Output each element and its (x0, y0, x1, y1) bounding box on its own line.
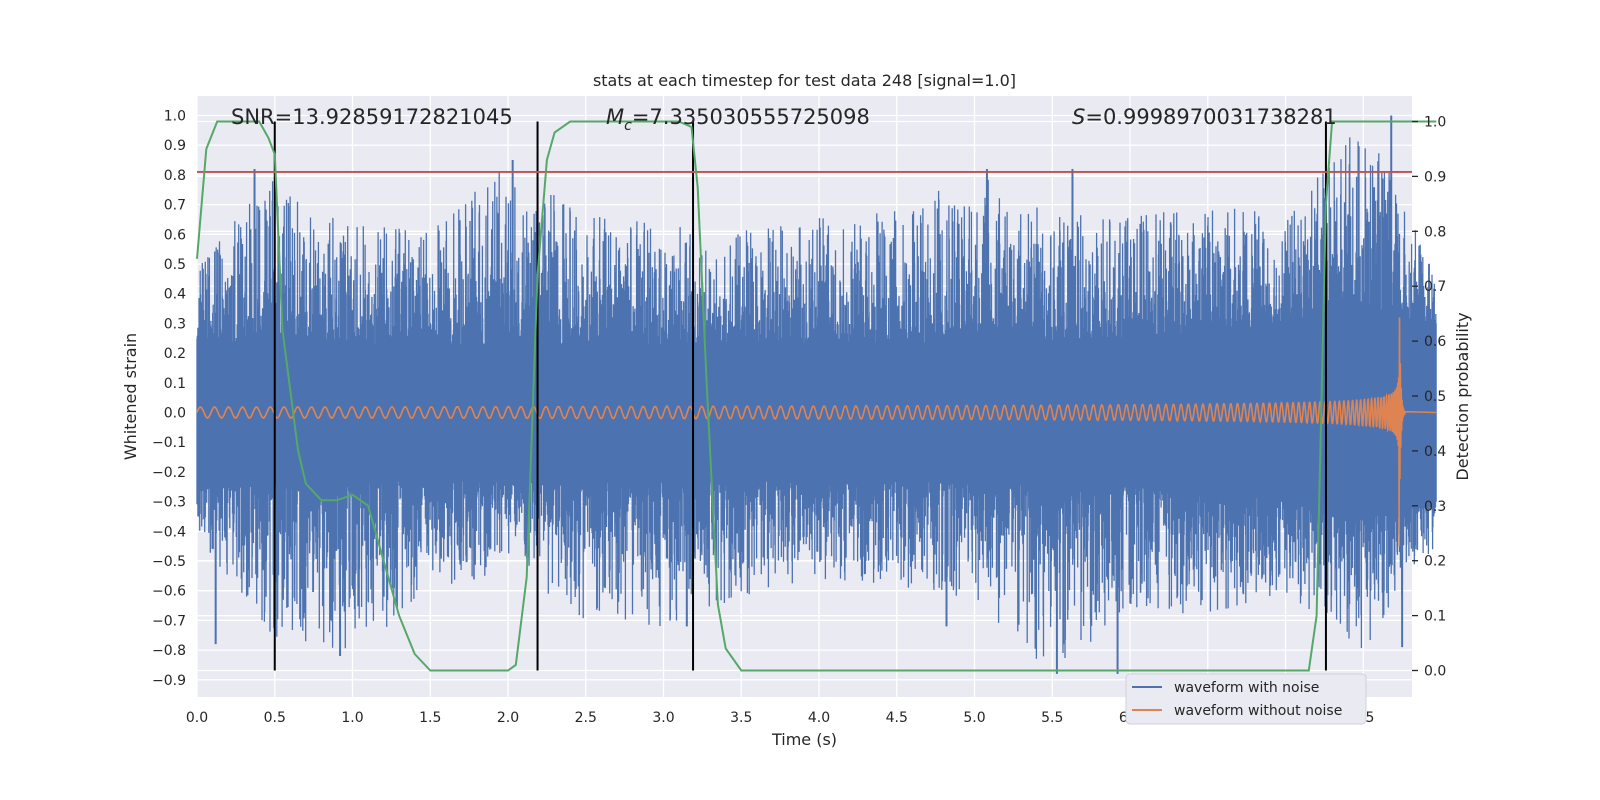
s-label: S (1072, 105, 1085, 129)
chirp-mass-annotation: Mc=7.335030555725098 (606, 105, 870, 134)
y2-tick-label: 0.5 (1424, 389, 1446, 405)
score-annotation: S=0.9998970031738281 (1072, 105, 1337, 129)
vertical-markers (273, 121, 1327, 671)
legend-box (1125, 673, 1367, 725)
y-tick-label: 0.5 (164, 257, 186, 273)
x-axis-title: Time (s) (771, 730, 837, 749)
y-tick-label: −0.7 (152, 613, 186, 629)
x-tick-label: 5.5 (1041, 710, 1063, 726)
x-tick-label: 2.5 (575, 710, 597, 726)
y-tick-label: −0.4 (152, 524, 186, 540)
y2-tick-label: 0.7 (1424, 279, 1446, 295)
mc-label: M (606, 105, 624, 129)
x-tick-label: 4.0 (808, 710, 830, 726)
y-tick-label: −0.3 (152, 495, 186, 511)
y-tick-label: 0.6 (164, 227, 186, 243)
chirp-trace (196, 317, 1437, 547)
y-tick-label: 0.0 (164, 406, 186, 422)
y-tick-label: 0.4 (164, 287, 186, 303)
y2-tick-label: 0.6 (1424, 334, 1446, 350)
chart-title: stats at each timestep for test data 248… (593, 71, 1016, 90)
mc-subscript: c (624, 118, 632, 134)
x-tick-label: 0.0 (186, 710, 208, 726)
y-tick-label: −0.1 (152, 435, 186, 451)
y-tick-label: 0.8 (164, 168, 186, 184)
mc-value: =7.335030555725098 (632, 105, 870, 129)
x-tick-label: 3.0 (652, 710, 674, 726)
y2-tick-label: 1.0 (1424, 115, 1446, 131)
y2-tick-label: 0.9 (1424, 169, 1446, 185)
snr-annotation: SNR=13.92859172821045 (231, 105, 513, 129)
series-waveform-without-noise (196, 317, 1437, 547)
detection-probability-trace (196, 120, 1437, 672)
x-tick-label: 3.5 (730, 710, 752, 726)
y-tick-label: 0.3 (164, 316, 186, 332)
y-tick-label: 0.2 (164, 346, 186, 362)
legend: waveform with noise waveform without noi… (1125, 673, 1367, 725)
y-tick-label: 0.7 (164, 198, 186, 214)
y2-tick-label: 0.3 (1424, 499, 1446, 515)
snr-value: =13.92859172821045 (275, 105, 513, 129)
y-tick-label: −0.8 (152, 643, 186, 659)
y2-tick-label: 0.8 (1424, 224, 1446, 240)
y2-tick-label: 0.4 (1424, 444, 1446, 460)
snr-label: SNR (231, 105, 275, 129)
x-tick-label: 0.5 (264, 710, 286, 726)
legend-label-waveform-without-noise: waveform without noise (1174, 703, 1342, 719)
y-tick-label: 0.9 (164, 138, 186, 154)
y-tick-label: −0.2 (152, 465, 186, 481)
axis-ticks: 0.00.51.01.52.02.53.03.54.04.55.05.56.06… (152, 109, 1446, 727)
y2-axis-title: Detection probability (1453, 312, 1472, 480)
x-tick-label: 5.0 (963, 710, 985, 726)
y2-tick-label: 0.1 (1424, 609, 1446, 625)
y-tick-label: −0.9 (152, 673, 186, 689)
series-detection-probability (196, 120, 1437, 672)
y-tick-label: −0.6 (152, 584, 186, 600)
y-tick-label: −0.5 (152, 554, 186, 570)
legend-label-waveform-with-noise: waveform with noise (1174, 680, 1319, 696)
x-tick-label: 4.5 (886, 710, 908, 726)
y-tick-label: 0.1 (164, 376, 186, 392)
y-axis-title: Whitened strain (121, 333, 140, 460)
s-value: =0.9998970031738281 (1085, 105, 1336, 129)
y2-tick-label: 0.0 (1424, 664, 1446, 680)
x-tick-label: 1.0 (341, 710, 363, 726)
y2-tick-label: 0.2 (1424, 554, 1446, 570)
x-tick-label: 2.0 (497, 710, 519, 726)
x-tick-label: 1.5 (419, 710, 441, 726)
y-tick-label: 1.0 (164, 109, 186, 125)
